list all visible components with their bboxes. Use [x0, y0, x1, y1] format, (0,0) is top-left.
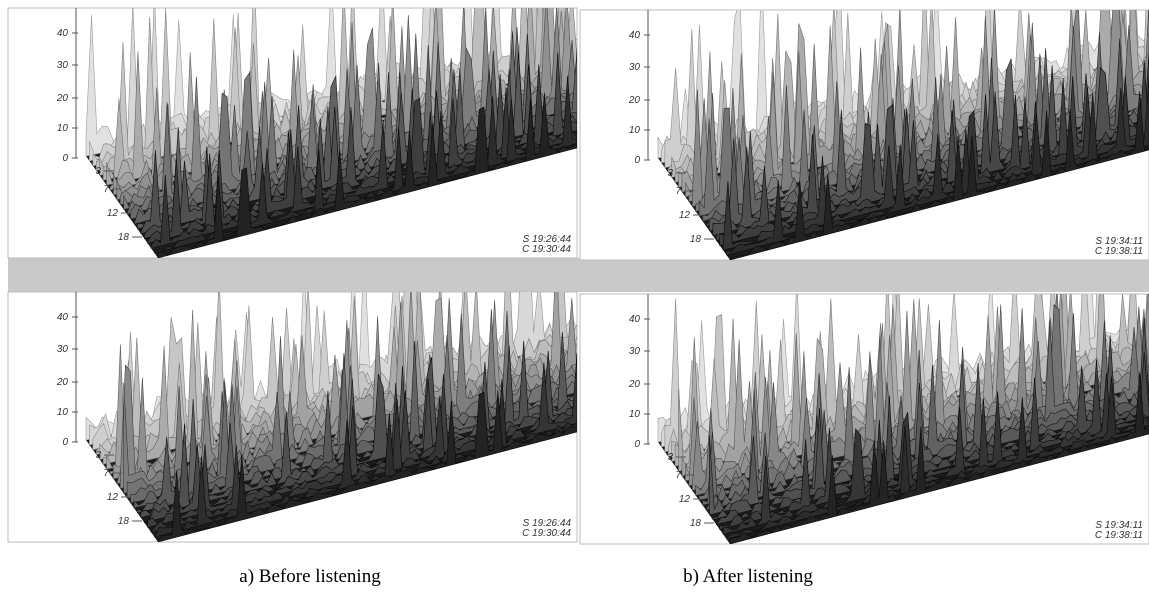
current-time: C 19:30:44 [522, 244, 571, 255]
z-tick-label: 20 [56, 93, 69, 104]
start-time: S 19:26:44 [523, 518, 572, 529]
freq-tick-label: 7 [103, 184, 109, 195]
z-tick-label: 30 [629, 62, 641, 73]
spectrum-row [726, 376, 1149, 540]
surface-panel: 0 10 20 30 40 37 12 18 S 19:34:11C 19:38:11 [579, 293, 1149, 545]
freq-tick-label: 7 [675, 186, 681, 197]
surface [657, 294, 1149, 544]
freq-tick-label: 3 [667, 452, 673, 463]
z-tick-label: 10 [57, 407, 69, 418]
spectrum-row [154, 379, 577, 538]
freq-tick-label: 18 [118, 516, 130, 527]
z-tick-label: 30 [629, 346, 641, 357]
current-time: C 19:38:11 [1095, 246, 1143, 257]
surface-panel: 0 10 20 30 40 37 12 18 S 19:26:44C 19:30:44 [7, 291, 578, 543]
surface [85, 8, 577, 258]
z-tick-label: 40 [57, 28, 69, 39]
freq-tick-label: 12 [679, 494, 691, 505]
freq-tick-label: 18 [690, 234, 702, 245]
freq-tick-label: 7 [675, 470, 681, 481]
freq-tick-label: 7 [103, 468, 109, 479]
surface-panel: 0 10 20 30 40 37 12 18 S 19:34:11C 19:38:11 [579, 9, 1149, 261]
freq-tick-label: 12 [107, 208, 119, 219]
spectrum-row [729, 372, 1149, 544]
current-time: C 19:38:11 [1095, 530, 1143, 541]
surface [657, 10, 1149, 260]
z-tick-label: 30 [57, 60, 69, 71]
separator-band [8, 258, 1149, 292]
spectrum-row [140, 340, 577, 519]
spectrum-row [729, 91, 1149, 260]
spectrum-row [157, 92, 577, 258]
spectrum-row [143, 350, 577, 523]
z-tick-label: 10 [57, 123, 69, 134]
surface-panel: 0 10 20 30 40 37 12 18 S 19:26:44C 19:30:44 [7, 7, 578, 259]
surface [85, 292, 577, 542]
z-tick-label: 40 [629, 30, 641, 41]
z-tick-label: 20 [56, 377, 69, 388]
freq-tick-label: 3 [95, 166, 101, 177]
freq-tick-label: 18 [118, 232, 130, 243]
spectrum-row [150, 352, 577, 533]
freq-tick-label: 3 [95, 450, 101, 461]
freq-tick-label: 12 [679, 210, 691, 221]
z-tick-label: 20 [628, 95, 641, 106]
z-tick-label: 20 [628, 379, 641, 390]
freq-tick-label: 18 [690, 518, 702, 529]
spectrum-row [698, 98, 1149, 217]
spectrum-row [715, 351, 1149, 525]
freq-tick-label: 12 [107, 492, 119, 503]
z-tick-label: 0 [634, 439, 640, 450]
spectrum-row [147, 373, 577, 528]
spectrum-row [95, 292, 577, 455]
z-tick-label: 10 [629, 409, 641, 420]
z-tick-label: 30 [57, 344, 69, 355]
z-tick-label: 0 [62, 437, 68, 448]
spectrum-row [726, 76, 1149, 256]
start-time: S 19:34:11 [1095, 520, 1143, 531]
start-time: S 19:26:44 [523, 234, 572, 245]
caption: a) Before listening [239, 566, 381, 587]
z-tick-label: 0 [634, 155, 640, 166]
z-tick-label: 0 [62, 153, 68, 164]
spectrum-row [722, 372, 1149, 535]
freq-tick-label: 3 [667, 168, 673, 179]
z-tick-label: 40 [629, 314, 641, 325]
z-tick-label: 10 [629, 125, 641, 136]
current-time: C 19:30:44 [522, 528, 571, 539]
caption: b) After listening [683, 566, 813, 587]
start-time: S 19:34:11 [1095, 236, 1143, 247]
spectrum-row [157, 390, 577, 542]
z-tick-label: 40 [57, 312, 69, 323]
